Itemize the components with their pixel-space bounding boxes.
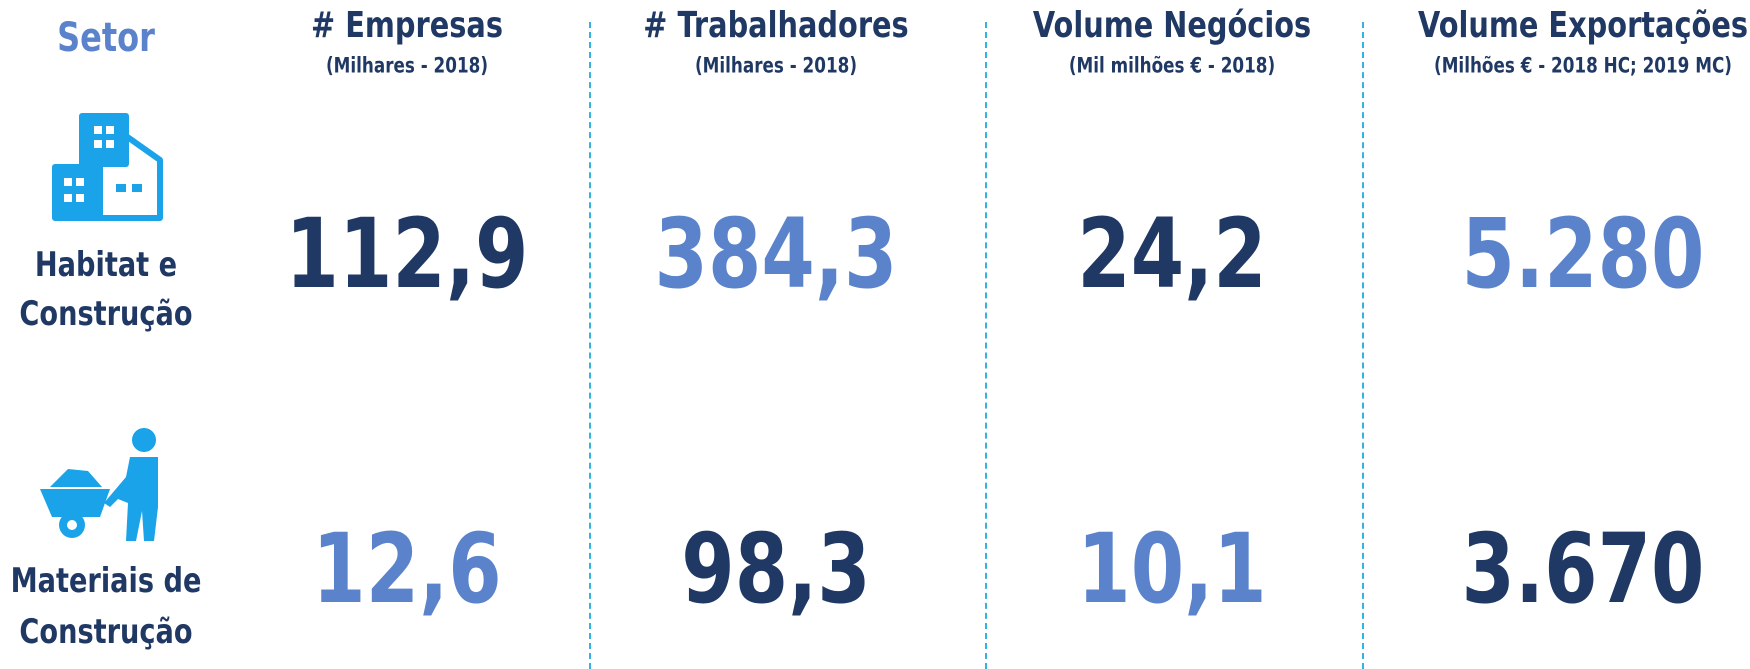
sector-label: Construção xyxy=(19,294,193,334)
value: 3.670 xyxy=(1461,513,1705,625)
value: 12,6 xyxy=(312,513,502,625)
column-title: # Empresas xyxy=(311,5,503,46)
sector-label: Materiais de xyxy=(10,561,202,601)
value: 98,3 xyxy=(681,513,871,625)
building-icon xyxy=(52,113,163,221)
column-subtitle: (Mil milhões € - 2018) xyxy=(1068,53,1276,78)
column-subtitle: (Milhares - 2018) xyxy=(695,53,857,78)
value: 5.280 xyxy=(1461,198,1705,310)
value: 112,9 xyxy=(285,198,529,310)
value: 24,2 xyxy=(1077,198,1267,310)
column-title: Volume Negócios xyxy=(1032,5,1312,46)
column-title: Volume Exportações xyxy=(1417,5,1749,46)
column-subtitle: (Milhares - 2018) xyxy=(326,53,488,78)
value: 10,1 xyxy=(1077,513,1267,625)
sector-label: Construção xyxy=(19,612,193,652)
sector-label: Habitat e xyxy=(34,245,178,285)
sector-header: Setor xyxy=(57,15,155,61)
divider xyxy=(1362,22,1364,669)
column-subtitle: (Milhões € - 2018 HC; 2019 MC) xyxy=(1434,53,1732,78)
value: 384,3 xyxy=(654,198,898,310)
divider xyxy=(589,22,591,669)
divider xyxy=(985,22,987,669)
worker-icon xyxy=(40,428,158,541)
column-title: # Trabalhadores xyxy=(643,5,909,46)
